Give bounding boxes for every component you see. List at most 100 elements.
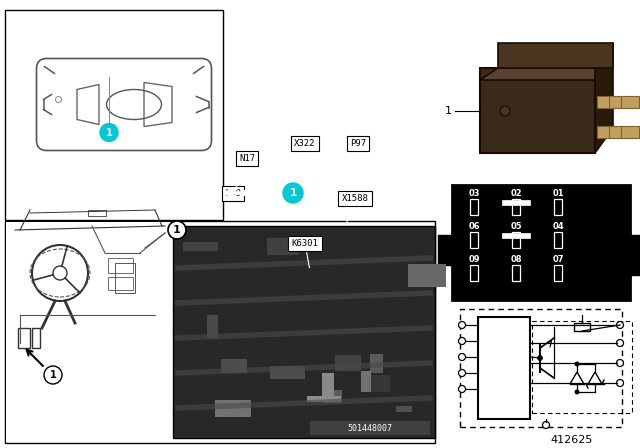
Bar [512,199,520,215]
Text: 07: 07 [552,254,564,263]
Bar [452,185,630,300]
Bar [470,265,478,281]
Bar [554,232,562,248]
Text: N17: N17 [239,154,255,163]
Text: 1: 1 [445,106,451,116]
Bar [108,258,133,273]
Bar [6,222,174,442]
Polygon shape [595,43,613,153]
Bar [480,68,595,153]
Bar [597,126,615,138]
Bar [183,242,218,251]
Bar [460,309,622,427]
Text: 1: 1 [50,370,56,380]
Text: 04: 04 [552,221,564,231]
FancyBboxPatch shape [347,135,369,151]
Bar [32,328,40,348]
Text: 02: 02 [510,189,522,198]
Bar [5,221,435,443]
Polygon shape [480,68,613,80]
Circle shape [575,362,579,366]
Bar [574,323,590,331]
Bar [470,232,478,248]
Bar [408,264,446,287]
Bar [621,126,639,138]
Text: P97: P97 [350,138,366,147]
Bar [621,96,639,108]
FancyBboxPatch shape [221,185,244,201]
Bar [270,366,305,379]
Bar [609,96,627,108]
Text: 01: 01 [552,189,564,198]
Bar [478,317,530,419]
Bar [397,406,412,412]
Circle shape [500,106,510,116]
Circle shape [616,322,623,328]
Circle shape [543,422,550,428]
Bar [215,401,251,418]
Circle shape [458,385,465,392]
Text: 412625: 412625 [550,435,593,445]
Bar [322,373,334,397]
Polygon shape [498,43,613,68]
Bar [207,314,218,338]
Circle shape [44,366,62,384]
Text: 1: 1 [173,225,181,235]
Text: X1588: X1588 [342,194,369,202]
FancyBboxPatch shape [236,151,259,165]
FancyBboxPatch shape [339,190,372,206]
Text: 1: 1 [106,128,113,138]
Circle shape [458,337,465,345]
Circle shape [458,353,465,361]
Circle shape [538,356,543,361]
Bar [532,321,632,413]
Text: X322: X322 [294,138,316,147]
Bar [369,354,383,373]
Circle shape [283,183,303,203]
Circle shape [616,340,623,346]
Circle shape [575,389,579,395]
Bar [115,263,135,293]
Bar [335,355,360,371]
Bar [310,421,430,435]
Bar [554,265,562,281]
Text: 05: 05 [510,221,522,231]
Bar [502,200,530,205]
Bar [597,96,615,108]
Text: 08: 08 [510,254,522,263]
Bar [88,210,106,216]
Text: 1: 1 [289,188,296,198]
Bar [512,232,520,248]
Bar [470,199,478,215]
Bar [18,328,30,348]
Bar [361,370,371,392]
Bar [323,390,342,403]
Bar [307,396,340,402]
Circle shape [616,379,623,387]
Bar [364,375,390,392]
Circle shape [458,322,465,328]
Text: 501448007: 501448007 [348,423,392,432]
Bar [512,265,520,281]
Bar [5,10,223,220]
Bar [267,238,299,255]
Circle shape [458,370,465,376]
Circle shape [616,359,623,366]
FancyBboxPatch shape [291,135,319,151]
Bar [173,226,435,438]
Bar [438,235,452,265]
Text: K49: K49 [225,189,241,198]
Bar [630,235,640,275]
Circle shape [168,221,186,239]
Bar [108,277,133,290]
Bar [609,126,627,138]
FancyBboxPatch shape [288,236,322,250]
Bar [502,233,530,238]
Bar [221,359,247,373]
Text: 03: 03 [468,189,480,198]
Bar [554,199,562,215]
Circle shape [100,124,118,142]
Text: K6301: K6301 [292,238,319,247]
Text: 06: 06 [468,221,480,231]
Text: 09: 09 [468,254,480,263]
